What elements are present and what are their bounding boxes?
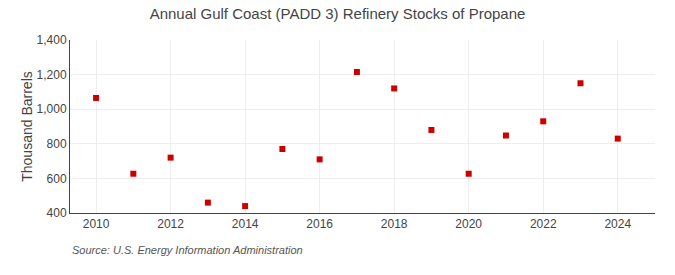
svg-text:2020: 2020 (455, 217, 482, 231)
svg-text:400: 400 (47, 206, 67, 220)
svg-text:1,400: 1,400 (37, 33, 67, 47)
svg-text:800: 800 (47, 137, 67, 151)
svg-text:Thousand Barrels: Thousand Barrels (19, 71, 35, 182)
svg-text:Source: U.S. Energy Informatio: Source: U.S. Energy Information Administ… (72, 244, 303, 256)
svg-text:2010: 2010 (83, 217, 110, 231)
svg-text:2012: 2012 (157, 217, 184, 231)
svg-text:2018: 2018 (381, 217, 408, 231)
svg-text:2014: 2014 (232, 217, 259, 231)
svg-text:Annual Gulf Coast (PADD 3) Ref: Annual Gulf Coast (PADD 3) Refinery Stoc… (150, 5, 526, 22)
svg-text:2016: 2016 (306, 217, 333, 231)
svg-text:1,000: 1,000 (37, 102, 67, 116)
svg-text:1,200: 1,200 (37, 68, 67, 82)
svg-text:600: 600 (47, 172, 67, 186)
svg-text:2022: 2022 (530, 217, 557, 231)
svg-text:2024: 2024 (604, 217, 631, 231)
